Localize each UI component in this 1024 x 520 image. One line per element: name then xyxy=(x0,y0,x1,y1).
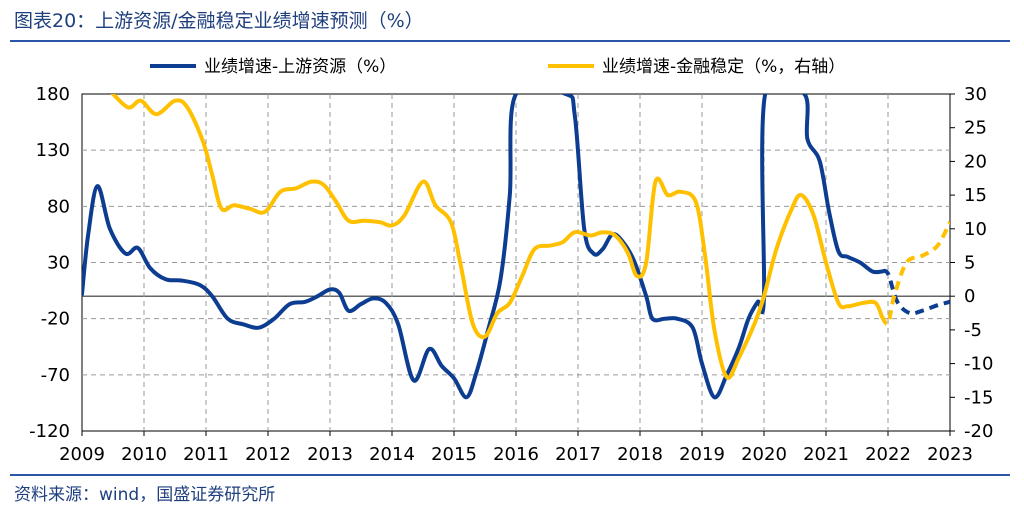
line-chart: 业绩增速-上游资源（%） 业绩增速-金融稳定（%，右轴） 180 130 80 30 -… xyxy=(29,57,993,465)
legend: 业绩增速-上游资源（%） 业绩增速-金融稳定（%，右轴） xyxy=(150,57,845,77)
y-left-tick-label: 130 xyxy=(36,140,70,161)
x-tick-label: 2020 xyxy=(741,444,787,465)
y-left-tick-label: -70 xyxy=(41,365,70,386)
title-rule xyxy=(10,40,1010,42)
x-tick-label: 2019 xyxy=(679,444,725,465)
y-right-tick-label: -10 xyxy=(964,354,993,375)
series-line-upstream xyxy=(82,94,884,400)
y-left-tick-label: -20 xyxy=(41,309,70,330)
y-left-tick-label: 180 xyxy=(36,84,70,105)
x-tick-label: 2017 xyxy=(555,444,601,465)
x-tick-label: 2023 xyxy=(927,444,973,465)
x-tick-label: 2011 xyxy=(183,444,229,465)
y-right-tick-label: 10 xyxy=(964,219,987,240)
x-tick-label: 2015 xyxy=(431,444,477,465)
x-tick-label: 2014 xyxy=(369,444,415,465)
y-left-tick-label: -120 xyxy=(29,421,70,442)
gridlines xyxy=(81,93,951,432)
x-tick-label: 2022 xyxy=(865,444,911,465)
y-right-tick-label: 30 xyxy=(964,84,987,105)
y-right-tick-label: 25 xyxy=(964,118,987,139)
x-tick-label: 2009 xyxy=(59,444,105,465)
x-tick-label: 2018 xyxy=(617,444,663,465)
x-tick-label: 2012 xyxy=(245,444,291,465)
y-right-tick-label: 15 xyxy=(964,185,987,206)
series-line-financial xyxy=(111,94,884,380)
y-left-tick-label: 80 xyxy=(47,196,70,217)
x-tick-label: 2013 xyxy=(307,444,353,465)
y-right-tick-label: 20 xyxy=(964,151,987,172)
x-tick-label: 2010 xyxy=(121,444,167,465)
series-forecast-line-financial xyxy=(880,221,950,326)
source-rule xyxy=(10,474,1010,476)
figure-title: 图表20：上游资源/金融稳定业绩增速预测（%） xyxy=(14,10,424,32)
y-right-tick-label: -5 xyxy=(964,320,982,341)
x-tick-label: 2021 xyxy=(803,444,849,465)
series-forecast-line-upstream xyxy=(881,268,950,316)
y-right-tick-label: -20 xyxy=(964,421,993,442)
axes: 1801308030-20-70-120302520151050-5-10-15… xyxy=(29,84,993,465)
source-note: 资料来源：wind，国盛证券研究所 xyxy=(14,485,276,505)
legend-label-upstream: 业绩增速-上游资源（%） xyxy=(204,57,396,77)
series-lines xyxy=(82,94,950,400)
y-right-tick-label: -15 xyxy=(964,387,993,408)
y-right-tick-label: 0 xyxy=(964,286,975,307)
x-tick-label: 2016 xyxy=(493,444,539,465)
y-left-tick-label: 30 xyxy=(47,253,70,274)
y-right-tick-label: 5 xyxy=(964,253,975,274)
legend-label-financial: 业绩增速-金融稳定（%，右轴） xyxy=(602,57,845,77)
